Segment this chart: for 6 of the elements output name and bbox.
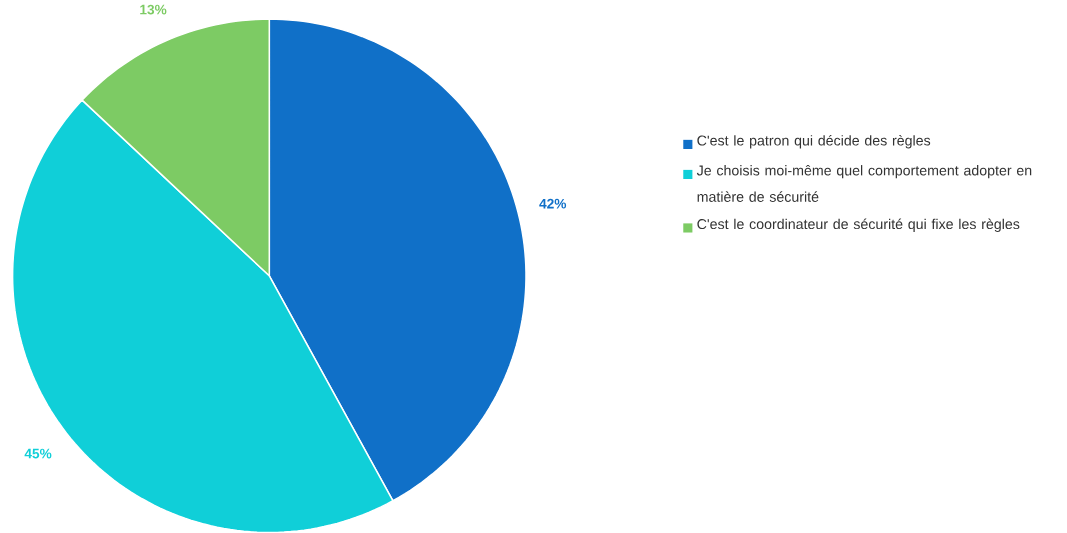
data-label: 45% xyxy=(24,448,52,459)
legend-label: Je choisis moi-même quel comportement adopter en matière de sécurité xyxy=(696,164,1032,202)
data-label: 42% xyxy=(539,198,567,209)
legend-label: C'est le coordinateur de sécurité qui fixe les règles xyxy=(697,218,1020,232)
legend-label: C'est le patron qui décide des règles xyxy=(697,134,931,149)
data-label: 13% xyxy=(140,4,167,15)
